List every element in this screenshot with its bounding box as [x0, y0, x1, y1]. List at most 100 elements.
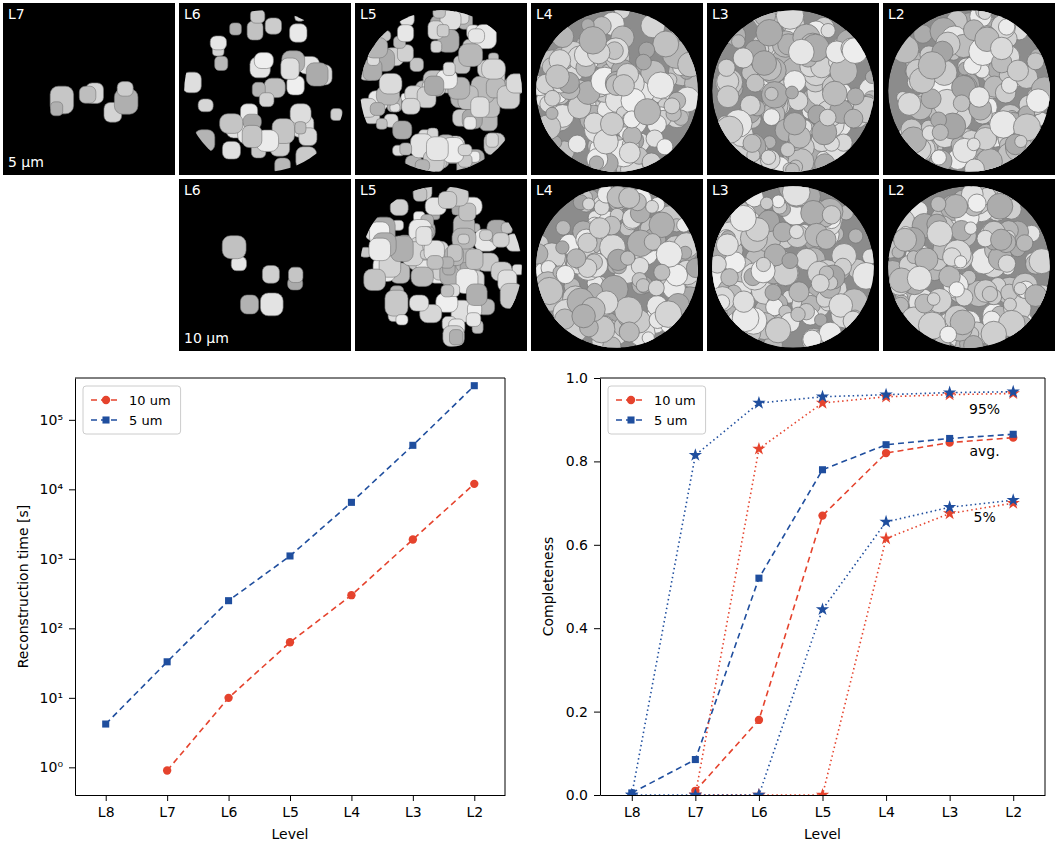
grain — [501, 222, 512, 233]
grain — [240, 295, 258, 314]
grain — [376, 119, 387, 130]
grain — [843, 311, 863, 331]
x-tick: L6 — [751, 795, 768, 820]
grain — [416, 227, 432, 246]
grain — [932, 124, 948, 140]
grain — [786, 163, 800, 177]
tick-mark — [594, 795, 600, 796]
marker — [225, 597, 232, 604]
sample-disk — [536, 10, 698, 172]
grain — [281, 58, 299, 79]
y-tick: 10² — [40, 620, 75, 636]
marker — [692, 756, 699, 763]
image-panel: L3 — [706, 175, 880, 354]
series-line — [632, 434, 1013, 793]
grain — [815, 154, 836, 175]
grain — [816, 230, 836, 250]
tick-label: 10⁴ — [40, 481, 64, 497]
x-tick: L2 — [1005, 795, 1022, 820]
panel-label: L5 — [360, 182, 377, 198]
tick-label: L5 — [815, 804, 832, 820]
grain — [998, 255, 1015, 272]
x-tick: L4 — [344, 795, 361, 820]
grain — [397, 25, 413, 42]
grain — [862, 249, 877, 264]
grain — [732, 35, 746, 49]
y-axis-title: Completeness — [540, 537, 556, 637]
tick-label: 10² — [40, 620, 63, 636]
grain — [784, 113, 806, 135]
tick-mark — [167, 795, 168, 801]
tick-mark — [69, 698, 75, 699]
panel-background — [179, 3, 351, 175]
tick-label: 0.6 — [566, 537, 588, 553]
grain — [198, 99, 213, 112]
grain — [965, 159, 985, 179]
grain — [369, 238, 391, 261]
grain — [715, 295, 730, 310]
grain — [546, 65, 570, 89]
grain — [717, 86, 739, 108]
marker — [1007, 493, 1020, 506]
x-axis-title: Level — [804, 826, 841, 842]
x-tick: L7 — [159, 795, 176, 820]
marker — [1010, 431, 1017, 438]
series-line — [695, 503, 1013, 795]
grain — [290, 104, 311, 124]
tick-mark — [69, 559, 75, 560]
y-tick: 1.0 — [566, 370, 600, 386]
grain — [295, 13, 305, 21]
legend-label: 5 um — [654, 413, 687, 428]
image-panel: L4 — [527, 179, 706, 355]
grain — [781, 143, 795, 157]
y-tick: 10¹ — [40, 690, 75, 706]
grain — [194, 130, 214, 152]
marker — [689, 448, 702, 461]
legend-marker — [102, 396, 110, 404]
tick-label: L2 — [1005, 804, 1022, 820]
grain — [493, 233, 509, 247]
marker — [883, 441, 890, 448]
image-panel: L2 — [883, 3, 1058, 179]
marker — [879, 515, 892, 528]
grain — [782, 253, 798, 269]
grain — [991, 229, 1012, 250]
grain — [567, 249, 586, 268]
sample-disk — [536, 186, 698, 348]
grain — [466, 313, 481, 327]
grain — [918, 52, 945, 79]
marker — [882, 449, 890, 457]
grain — [51, 102, 63, 116]
grain — [721, 269, 738, 286]
grain — [466, 249, 483, 269]
grain — [390, 199, 408, 215]
grain — [931, 197, 946, 212]
grain — [964, 335, 984, 355]
grain — [289, 267, 303, 282]
marker — [816, 602, 829, 615]
y-tick: 0.2 — [566, 704, 600, 720]
grain — [306, 63, 328, 86]
y-tick: 0.8 — [566, 453, 600, 469]
grain — [400, 12, 414, 26]
grain — [949, 282, 964, 297]
grain — [822, 206, 840, 224]
grain — [431, 41, 442, 53]
grain — [653, 31, 679, 57]
grain — [482, 59, 506, 79]
grain — [811, 274, 829, 292]
grain — [801, 200, 826, 225]
marker — [625, 788, 638, 795]
grain — [791, 307, 805, 321]
grains — [712, 2, 886, 179]
grain — [613, 75, 634, 96]
grain — [556, 221, 571, 236]
marker — [946, 435, 953, 442]
x-axis-title: Level — [272, 826, 309, 842]
grain — [907, 266, 931, 290]
plot-marks — [625, 385, 1020, 795]
figure: L75 µmL6L5L4L3L2L610 µmL5L4L3L2L8L7L6L5L… — [0, 0, 1058, 851]
grain — [215, 56, 228, 70]
grain — [1027, 53, 1044, 70]
panel-label: L4 — [536, 6, 553, 22]
